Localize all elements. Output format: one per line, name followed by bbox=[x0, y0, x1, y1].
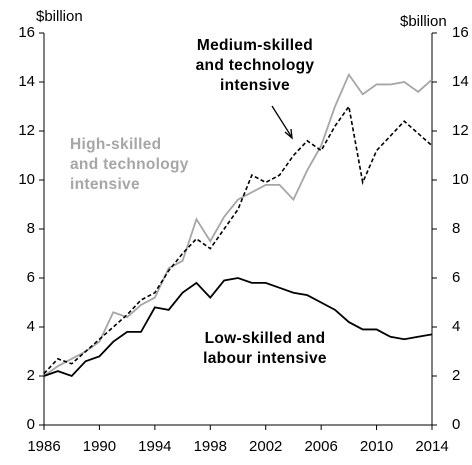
y-tick-label: 2 bbox=[27, 367, 35, 384]
y-tick-label: 12 bbox=[18, 122, 35, 139]
x-tick-label: 1990 bbox=[83, 438, 116, 455]
y-tick-label: 14 bbox=[18, 73, 35, 90]
y-tick-label: 6 bbox=[27, 269, 35, 286]
series-label: and technology bbox=[70, 156, 189, 173]
y2-tick-label: 2 bbox=[452, 367, 460, 384]
y2-tick-label: 16 bbox=[452, 24, 469, 41]
series-label: labour intensive bbox=[203, 350, 327, 367]
y-tick-label: 4 bbox=[27, 318, 35, 335]
y2-tick-label: 0 bbox=[452, 416, 460, 433]
y2-tick-label: 12 bbox=[452, 122, 469, 139]
x-tick-label: 1998 bbox=[194, 438, 227, 455]
arrow bbox=[271, 105, 292, 137]
y-tick-label: 8 bbox=[27, 220, 35, 237]
x-tick-label: 2002 bbox=[249, 438, 282, 455]
y2-tick-label: 14 bbox=[452, 73, 469, 90]
y-unit: $billion bbox=[36, 8, 83, 25]
y-tick-label: 16 bbox=[18, 24, 35, 41]
x-tick-label: 1994 bbox=[138, 438, 171, 455]
series-label: and technology bbox=[196, 57, 315, 74]
series-label: Medium-skilled bbox=[197, 37, 313, 54]
y2-unit: $billion bbox=[400, 13, 447, 30]
x-tick-label: 2010 bbox=[360, 438, 393, 455]
y-tick-label: 10 bbox=[18, 171, 35, 188]
x-tick-label: 1986 bbox=[27, 438, 60, 455]
series-line bbox=[43, 104, 433, 375]
x-tick-label: 2006 bbox=[304, 438, 337, 455]
y2-tick-label: 8 bbox=[452, 220, 460, 237]
y-tick-label: 0 bbox=[27, 416, 35, 433]
series-line bbox=[43, 277, 433, 378]
arrowhead bbox=[284, 128, 293, 140]
series-label: intensive bbox=[220, 77, 290, 94]
series-label: intensive bbox=[70, 176, 140, 193]
y2-tick-label: 6 bbox=[452, 269, 460, 286]
series-label: High-skilled bbox=[70, 136, 161, 153]
x-tick-label: 2014 bbox=[415, 438, 448, 455]
series-label: Low-skilled and bbox=[205, 330, 326, 347]
series-line bbox=[43, 72, 433, 377]
y2-tick-label: 4 bbox=[452, 318, 460, 335]
y2-tick-label: 10 bbox=[452, 171, 469, 188]
